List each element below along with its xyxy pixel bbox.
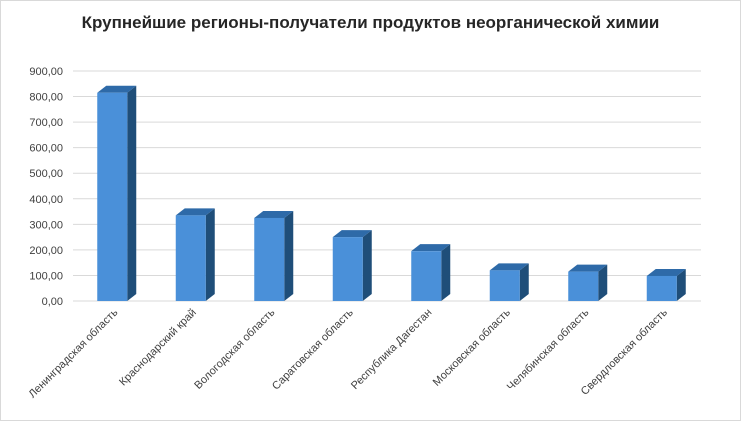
y-tick-label: 400,00 <box>29 194 63 206</box>
bar-front <box>332 237 363 301</box>
bar-top <box>97 85 137 93</box>
y-tick-label: 800,00 <box>29 92 63 104</box>
bar-side <box>362 230 372 301</box>
x-tick-label: Московская область <box>431 306 513 388</box>
y-tick-label: 500,00 <box>29 168 63 180</box>
y-tick-label: 600,00 <box>29 143 63 155</box>
bar-top <box>332 230 372 238</box>
x-tick-label: Ленинградская область <box>27 306 121 400</box>
bar-front <box>411 251 442 301</box>
chart-title: Крупнейшие регионы-получатели продуктов … <box>81 13 660 32</box>
x-tick-label: Свердловская область <box>579 306 670 397</box>
bar-front <box>568 271 599 301</box>
bar-side <box>284 210 294 301</box>
bar-side <box>519 263 529 301</box>
bar <box>175 208 215 301</box>
bar <box>489 263 529 301</box>
bar-front <box>646 275 677 301</box>
y-tick-label: 100,00 <box>29 270 63 282</box>
bar <box>568 264 608 301</box>
bar-top <box>646 268 686 276</box>
bar-top <box>254 210 294 218</box>
y-tick-label: 200,00 <box>29 245 63 257</box>
x-tick-label: Саратовская область <box>270 306 356 392</box>
bar-side <box>127 85 137 301</box>
bar-front <box>254 217 285 301</box>
y-tick-label: 900,00 <box>29 66 63 78</box>
bar <box>411 244 451 301</box>
bar-side <box>441 244 451 301</box>
bar <box>332 230 372 301</box>
bar-side <box>205 208 215 301</box>
x-tick-label: Вологодская область <box>192 306 277 391</box>
x-tick-label: Республика Дагестан <box>349 307 434 392</box>
x-tick-label: Краснодарский край <box>117 307 199 389</box>
x-tick-label: Челябинская область <box>505 306 592 393</box>
bar-top <box>175 208 215 216</box>
bar-side <box>676 268 686 301</box>
bar <box>97 85 137 301</box>
bar <box>646 268 686 301</box>
bar-top <box>411 244 451 252</box>
bar-side <box>598 264 608 301</box>
bar-front <box>175 215 206 301</box>
bar-front <box>97 92 128 301</box>
y-tick-label: 700,00 <box>29 117 63 129</box>
bar <box>254 210 294 301</box>
y-tick-label: 0,00 <box>42 296 63 308</box>
y-tick-label: 300,00 <box>29 219 63 231</box>
bar-top <box>489 263 529 271</box>
bar-top <box>568 264 608 272</box>
bar-front <box>489 270 520 301</box>
